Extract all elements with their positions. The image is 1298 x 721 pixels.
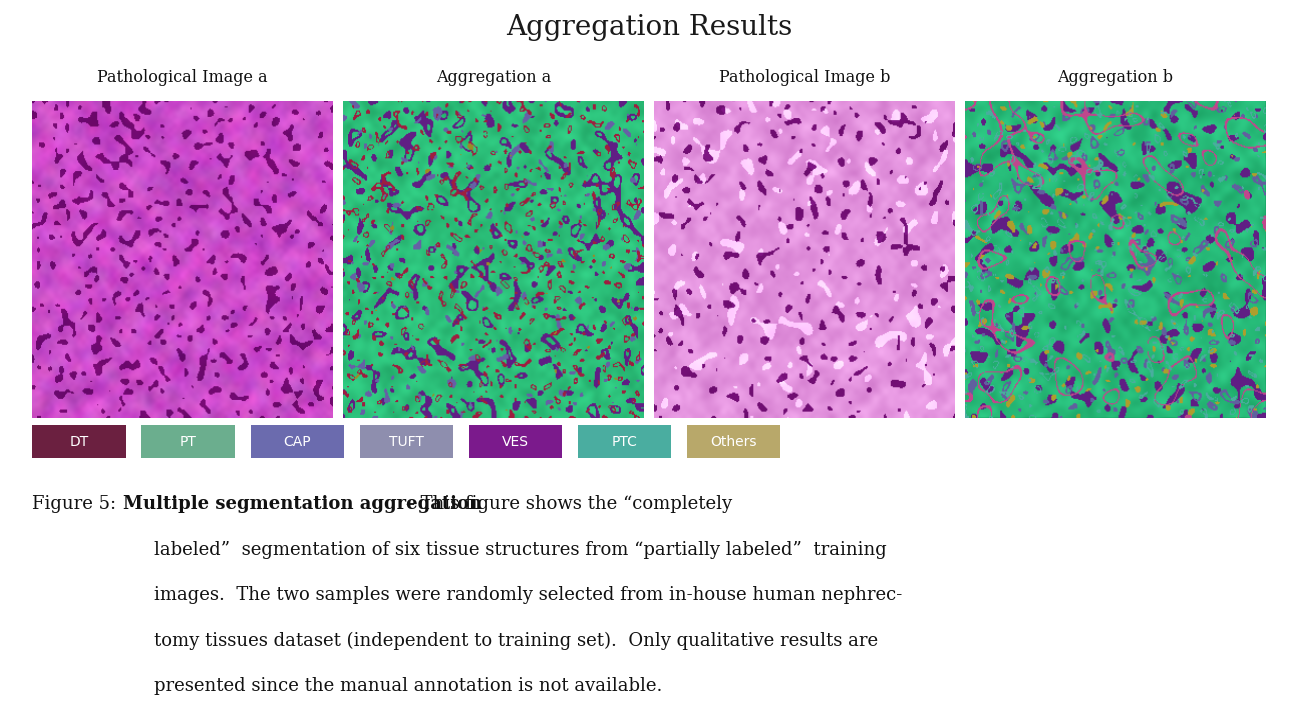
Text: images.  The two samples were randomly selected from in-house human nephrec-: images. The two samples were randomly se… [154,586,902,604]
FancyBboxPatch shape [32,425,126,459]
FancyBboxPatch shape [141,425,235,459]
Text: TUFT: TUFT [389,435,423,448]
Text: VES: VES [502,435,528,448]
FancyBboxPatch shape [251,425,344,459]
Text: Aggregation a: Aggregation a [436,69,552,86]
Text: presented since the manual annotation is not available.: presented since the manual annotation is… [154,677,663,695]
Text: Others: Others [710,435,757,448]
FancyBboxPatch shape [578,425,671,459]
FancyBboxPatch shape [469,425,562,459]
FancyBboxPatch shape [360,425,453,459]
Text: Aggregation b: Aggregation b [1058,69,1173,86]
Text: Pathological Image a: Pathological Image a [97,69,267,86]
Text: CAP: CAP [283,435,312,448]
Text: – This figure shows the “completely: – This figure shows the “completely [406,495,732,513]
Text: Multiple segmentation aggregation: Multiple segmentation aggregation [123,495,483,513]
FancyBboxPatch shape [687,425,780,459]
Text: PT: PT [179,435,197,448]
Text: Pathological Image b: Pathological Image b [719,69,890,86]
Text: labeled”  segmentation of six tissue structures from “partially labeled”  traini: labeled” segmentation of six tissue stru… [154,541,888,559]
Text: Figure 5:: Figure 5: [32,495,117,513]
Text: Aggregation Results: Aggregation Results [506,14,792,40]
Text: DT: DT [70,435,88,448]
Text: tomy tissues dataset (independent to training set).  Only qualitative results ar: tomy tissues dataset (independent to tra… [154,632,879,650]
Text: PTC: PTC [611,435,637,448]
